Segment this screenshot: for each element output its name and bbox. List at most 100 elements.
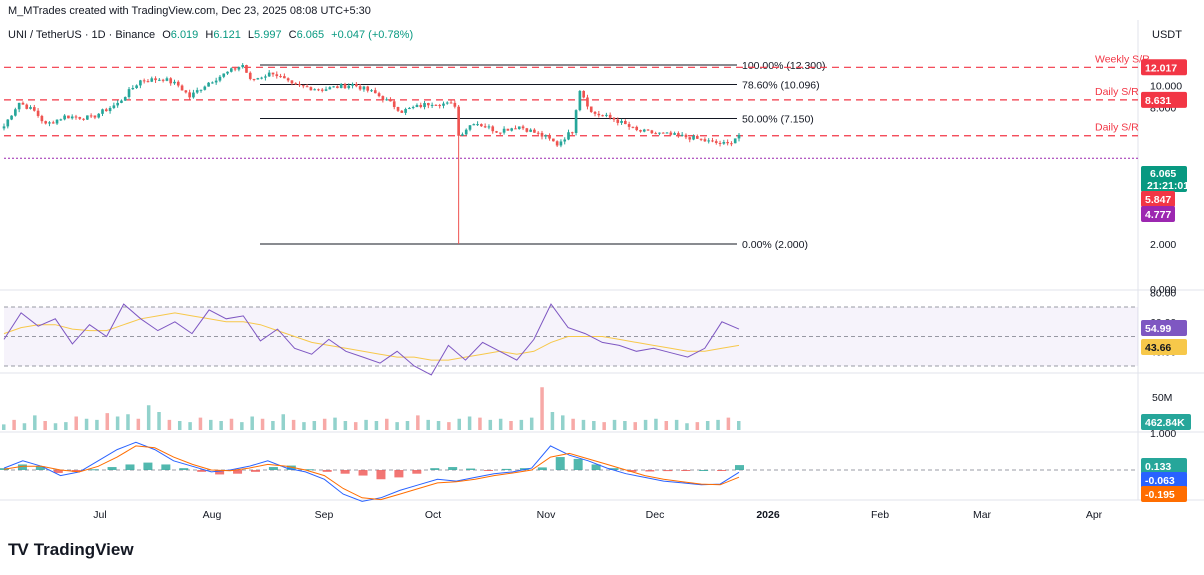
candle-body (123, 97, 127, 101)
rsi-axis-tick: 80.00 (1150, 287, 1176, 299)
volume-bar (333, 417, 337, 430)
candle-body (48, 122, 51, 124)
candle-body (324, 89, 328, 91)
candle-body (271, 72, 275, 75)
candle-body (400, 110, 404, 113)
macd-histogram-bar (179, 468, 189, 470)
candle-body (635, 126, 639, 131)
candle-body (548, 135, 551, 139)
price-axis-tick: 2.000 (1150, 239, 1176, 251)
macd-histogram-bar (17, 464, 27, 470)
volume-bar (643, 419, 648, 430)
volume-bar (571, 418, 575, 430)
candle-body (78, 117, 82, 119)
candle-body (461, 134, 464, 136)
candle-body (63, 115, 66, 120)
volume-bar (136, 418, 141, 430)
macd-histogram-bar (663, 470, 673, 472)
candle-body (680, 134, 684, 136)
volume-bar (498, 418, 503, 430)
candle-body (449, 102, 453, 104)
candle-body (248, 72, 252, 79)
rsi-ma-tag-bg (1141, 339, 1187, 355)
candle-body (290, 80, 294, 84)
candle-body (21, 102, 25, 105)
created-by-label: M_MTrades created with TradingView.com, … (8, 5, 371, 17)
symbol-name[interactable]: UNI / TetherUS · 1D · Binance (8, 29, 156, 41)
candle-body (570, 132, 574, 134)
candle-body (586, 97, 589, 107)
macd-histogram-bar (430, 468, 440, 470)
macd-histogram-bar (215, 470, 225, 475)
volume-bar (519, 419, 524, 430)
candle-body (373, 90, 377, 94)
volume-bar (84, 418, 89, 430)
volume-bar (436, 421, 441, 430)
ohlc-open-label: O (162, 29, 171, 41)
candle-body (608, 114, 612, 118)
volume-bar (395, 422, 399, 430)
candle-body (370, 90, 373, 92)
macd-histogram-bar (250, 470, 260, 472)
candle-body (120, 100, 123, 103)
candle-body (707, 140, 711, 142)
candle-body (351, 83, 354, 86)
candle-body (203, 86, 207, 90)
time-axis-tick: Feb (871, 509, 889, 521)
candle-body (642, 129, 646, 132)
volume-bar (22, 423, 27, 430)
candle-body (241, 65, 245, 68)
candle-body (286, 78, 290, 81)
candle-body (93, 115, 97, 118)
candle-body (472, 124, 476, 126)
volume-bar (612, 419, 617, 430)
sr-level-label: Daily S/R (1095, 122, 1139, 134)
candle-body (294, 83, 298, 85)
macd-histogram-bar (573, 458, 583, 470)
ohlc-open: 6.019 (170, 29, 199, 41)
volume-bar (177, 421, 182, 430)
candle-body (14, 109, 17, 116)
candle-body (567, 132, 570, 140)
candle-body (396, 106, 400, 111)
volume-bar (240, 422, 244, 430)
candle-body (169, 78, 173, 84)
candle-body (408, 107, 411, 110)
candle-body (59, 119, 63, 121)
price-axis-tick: 0.000 (1150, 284, 1176, 296)
macd-histogram-bar (699, 470, 709, 471)
volume-bar (664, 421, 669, 430)
currency-label[interactable]: USDT (1152, 29, 1182, 41)
candle-body (525, 128, 529, 132)
macd-hist-tag-bg (1141, 458, 1187, 474)
candle-body (237, 67, 241, 70)
candle-body (688, 137, 692, 140)
time-axis-tick: Jul (93, 509, 106, 521)
volume-bar (364, 419, 368, 430)
volume-bar (716, 419, 720, 430)
volume-bar (374, 421, 379, 430)
candle-body (605, 114, 608, 116)
candle-body (601, 115, 604, 117)
price-tag-4777-bg (1141, 206, 1175, 222)
macd-histogram-bar (735, 465, 744, 470)
volume-bar (695, 422, 700, 430)
volume-bar (561, 415, 565, 430)
candle-body (574, 110, 578, 134)
volume-bar (260, 418, 265, 430)
candle-body (298, 84, 301, 86)
time-axis-tick: Nov (537, 509, 556, 521)
candle-body (457, 106, 460, 136)
candle-body (146, 81, 150, 83)
volume-bar (74, 416, 78, 430)
macd-histogram-bar (717, 470, 727, 471)
volume-tag: 462.84K (1145, 417, 1185, 429)
candle-body (104, 109, 108, 112)
candle-body (10, 115, 13, 120)
macd-hist-tag: 0.133 (1145, 461, 1171, 473)
candle-body (233, 68, 237, 70)
candle-body (116, 102, 119, 106)
volume-bar (705, 421, 710, 430)
candle-body (32, 107, 36, 111)
